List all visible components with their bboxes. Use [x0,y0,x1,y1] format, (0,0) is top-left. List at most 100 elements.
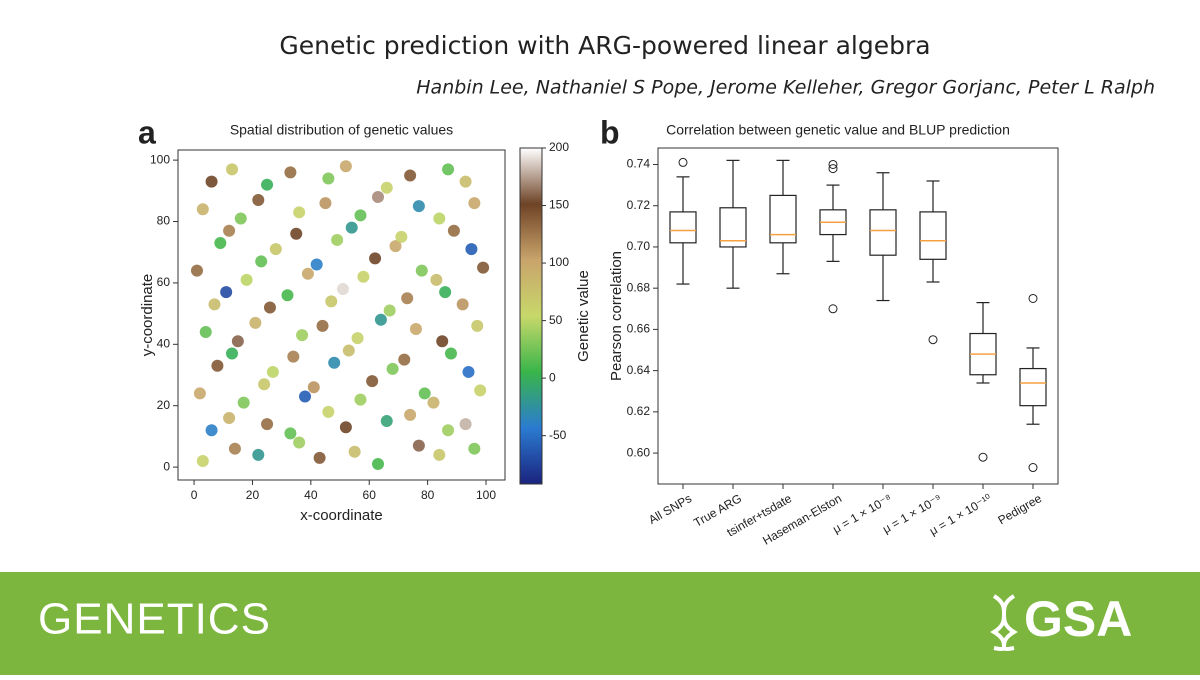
scatter-point [322,405,335,418]
scatter-point [471,319,484,332]
scatter-point [374,313,387,326]
scatter-point [328,356,341,369]
y-tick-label: 60 [157,275,171,289]
scatter-point [468,442,481,455]
scatter-point [211,359,224,372]
scatter-point [296,329,309,342]
y-tick-label: 80 [157,214,171,228]
scatter-point [252,194,265,207]
outlier [828,304,838,314]
scatter-point [339,421,352,434]
outlier [1028,463,1038,473]
scatter-point [433,212,446,225]
colorbar-tick-label: -50 [549,428,567,442]
scatter-point [459,418,472,431]
scatter-point [436,335,449,348]
scatter-point [371,190,384,203]
y-tick-label: 40 [157,336,171,350]
scatter-point [196,203,209,216]
scatter-point [386,362,399,375]
scatter-point [401,292,414,305]
scatter-point [223,224,236,237]
scatter-point [223,411,236,424]
scatter-point [465,243,478,256]
x-tick-label: 60 [363,488,377,502]
outlier [828,164,838,174]
plot-frame [177,149,506,481]
colorbar [519,147,543,485]
scatter-point [442,163,455,176]
scatter-point [249,316,262,329]
colorbar-tick-label: 200 [549,140,569,154]
scatter-point [226,163,239,176]
scatter-point [383,304,396,317]
y-tick-label: 0.74 [627,157,651,171]
panel-title: Correlation between genetic value and BL… [666,122,1010,138]
scatter-point [261,418,274,431]
x-tick-label: 40 [304,488,318,502]
colorbar-tick-label: 150 [549,198,569,212]
scatter-point [380,181,393,194]
scatter-point [345,221,358,234]
scatter-point [316,319,329,332]
scatter-point [342,344,355,357]
scatter-point [351,332,364,345]
scatter-point [284,427,297,440]
y-tick-label: 20 [157,398,171,412]
scatter-point [307,381,320,394]
scatter-point [240,273,253,286]
authors: Hanbin Lee, Nathaniel S Pope, Jerome Kel… [416,77,1155,99]
scatter-point [237,396,250,409]
scatter-point [389,240,402,253]
scatter-point [284,166,297,179]
y-tick-label: 0 [163,459,170,473]
scatter-point [439,286,452,299]
scatter-point [263,301,276,314]
scatter-point [287,350,300,363]
scatter-point [456,298,469,311]
scatter-point [193,387,206,400]
scatter-point [366,375,379,388]
scatter-point [468,197,481,210]
scatter-point [226,347,239,360]
x-axis-label: x-coordinate [300,507,383,524]
scatter-point [415,264,428,277]
box [869,209,897,256]
scatter-point [474,384,487,397]
scatter-point [199,326,212,339]
scatter-point [348,445,361,458]
outlier [978,452,988,462]
scatter-point [310,258,323,271]
box [769,194,797,244]
scatter-point [409,322,422,335]
box [919,211,947,260]
scatter-point [322,172,335,185]
scatter-point [380,415,393,428]
scatter-point [190,264,203,277]
scatter-point [255,255,268,268]
y-axis-label: Pearson correlation [608,251,625,381]
scatter-point [196,454,209,467]
scatter-point [261,178,274,191]
journal-name: GENETICS [38,595,271,644]
colorbar-label: Genetic value [575,270,592,362]
scatter-point [395,230,408,243]
box [719,207,747,248]
scatter-point [319,197,332,210]
box [1019,367,1047,407]
y-tick-label: 0.72 [627,198,651,212]
scatter-point [293,436,306,449]
scatter-point [462,365,475,378]
scatter-point [214,237,227,250]
y-tick-label: 0.64 [627,363,651,377]
scatter-point [313,451,326,464]
scatter-point [205,175,218,188]
colorbar-tick-label: 100 [549,255,569,269]
scatter-point [404,169,417,182]
footer-band [0,572,1200,675]
panel-title: Spatial distribution of genetic values [230,122,453,138]
scatter-point [354,393,367,406]
y-axis-label: y-coordinate [139,274,156,357]
outlier [928,335,938,345]
